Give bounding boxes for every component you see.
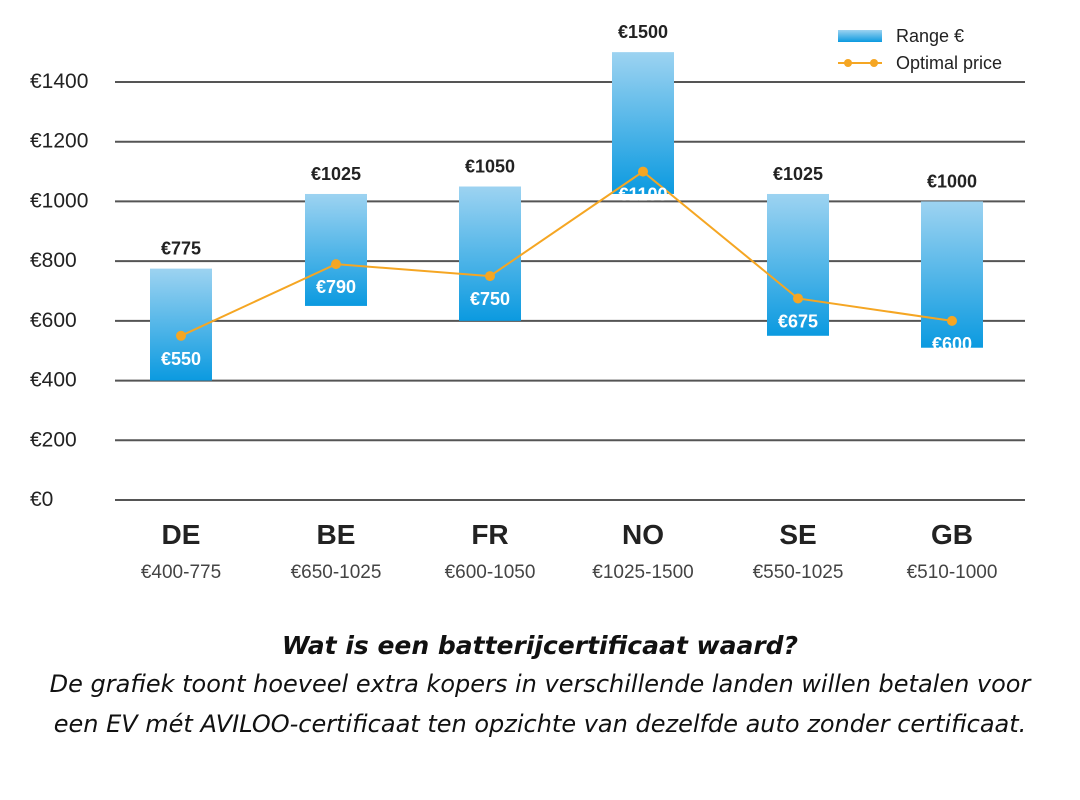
bar-high-label: €1500 bbox=[618, 22, 668, 42]
y-tick-label: €600 bbox=[30, 309, 77, 332]
grid-lines bbox=[115, 81, 1025, 501]
optimal-price-point bbox=[638, 166, 648, 177]
y-tick-label: €1200 bbox=[30, 130, 88, 153]
y-tick-label: €1400 bbox=[30, 70, 88, 93]
x-category-label: BE bbox=[317, 519, 356, 550]
legend-line-marker bbox=[870, 59, 878, 67]
legend-range-swatch bbox=[838, 30, 882, 42]
y-axis-tick-labels: €0 €200 €400 €600 €800 €1000 €1200 €1400 bbox=[30, 70, 88, 511]
y-tick-label: €200 bbox=[30, 428, 77, 451]
x-range-label: €400-775 bbox=[141, 562, 221, 583]
optimal-price-point bbox=[947, 315, 957, 326]
x-category-label: GB bbox=[931, 519, 973, 550]
x-range-label: €510-1000 bbox=[907, 562, 998, 583]
range-bar bbox=[767, 193, 829, 336]
optimal-price-label: €675 bbox=[778, 311, 818, 331]
price-range-chart: €0 €200 €400 €600 €800 €1000 €1200 €1400 €775 €5… bbox=[30, 22, 1025, 583]
optimal-price-point bbox=[485, 271, 495, 282]
optimal-price-label: €750 bbox=[470, 289, 510, 309]
legend-range-label: Range € bbox=[896, 26, 964, 46]
x-category-label: SE bbox=[779, 519, 816, 550]
range-bar bbox=[459, 186, 521, 321]
optimal-price-label: €790 bbox=[316, 277, 356, 297]
data-labels: €775 €550 €1025 €790 €1050 €750 €1500 €1100 €102… bbox=[161, 22, 977, 369]
bar-high-label: €1025 bbox=[773, 164, 823, 184]
optimal-price-label: €550 bbox=[161, 349, 201, 369]
x-category-label: DE bbox=[162, 519, 201, 550]
optimal-price-polyline bbox=[180, 170, 953, 337]
bar-high-label: €1050 bbox=[465, 157, 515, 177]
bar-high-label: €1000 bbox=[927, 171, 977, 191]
x-axis-labels: DE €400-775 BE €650-1025 FR €600-1050 NO €1025-… bbox=[141, 519, 998, 583]
y-tick-label: €400 bbox=[30, 369, 77, 392]
optimal-price-label: €600 bbox=[932, 334, 972, 354]
y-tick-label: €800 bbox=[30, 249, 77, 272]
bar-high-label: €1025 bbox=[311, 164, 361, 184]
optimal-price-point bbox=[176, 330, 186, 341]
range-bars bbox=[150, 52, 983, 381]
x-category-label: NO bbox=[622, 519, 664, 550]
x-range-label: €550-1025 bbox=[753, 562, 844, 583]
y-tick-label: €0 bbox=[30, 488, 53, 511]
optimal-price-point bbox=[793, 293, 803, 304]
optimal-price-label: €1100 bbox=[618, 185, 667, 205]
caption-title: Wat is een batterijcertificaat waard? bbox=[281, 631, 799, 660]
optimal-price-line bbox=[176, 166, 957, 341]
legend-line-marker bbox=[844, 59, 852, 67]
range-bar bbox=[305, 193, 367, 306]
optimal-price-point bbox=[331, 259, 341, 270]
caption-body: De grafiek toont hoeveel extra kopers in… bbox=[49, 670, 1031, 738]
x-range-label: €600-1050 bbox=[445, 562, 536, 583]
bar-high-label: €775 bbox=[161, 239, 201, 259]
x-category-label: FR bbox=[471, 519, 508, 550]
range-bar bbox=[150, 268, 212, 381]
x-range-label: €650-1025 bbox=[291, 562, 382, 583]
chart-caption: Wat is een batterijcertificaat waard? De… bbox=[0, 628, 1080, 744]
legend-line-label: Optimal price bbox=[896, 53, 1002, 73]
x-range-label: €1025-1500 bbox=[592, 562, 693, 583]
legend: Range € Optimal price bbox=[838, 26, 1002, 73]
y-tick-label: €1000 bbox=[30, 189, 88, 212]
